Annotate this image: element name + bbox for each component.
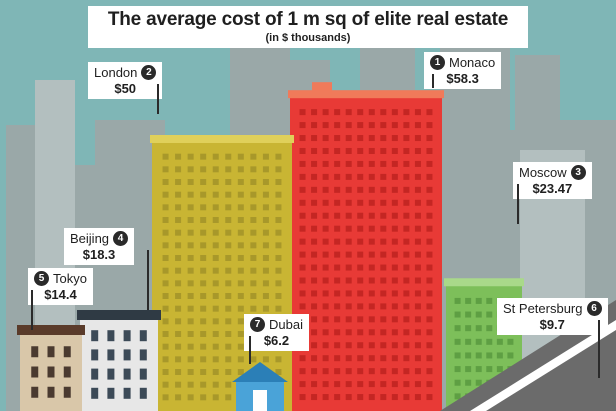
category-label: 5 Tokyo bbox=[34, 271, 87, 286]
rank-badge: 3 bbox=[570, 165, 586, 180]
city-name: Moscow bbox=[519, 165, 567, 180]
data-label: $58.3 bbox=[446, 71, 479, 86]
data-label: $14.4 bbox=[44, 287, 77, 302]
label-pole bbox=[157, 84, 159, 114]
label-pole bbox=[432, 74, 434, 88]
bar-london bbox=[150, 135, 294, 411]
city-name: Monaco bbox=[449, 55, 496, 70]
category-label: 1 Monaco bbox=[430, 55, 495, 70]
bar-monaco bbox=[288, 82, 444, 411]
data-label: $9.7 bbox=[539, 317, 565, 332]
chart-subtitle: (in $ thousands) bbox=[265, 32, 351, 44]
label-tokyo: 5 Tokyo $14.4 bbox=[28, 268, 93, 305]
data-label: $23.47 bbox=[532, 181, 573, 196]
chart-title: The average cost of 1 m sq of elite real… bbox=[107, 9, 509, 30]
city-name: Dubai bbox=[269, 317, 303, 332]
title-panel: The average cost of 1 m sq of elite real… bbox=[88, 6, 528, 48]
label-pole bbox=[147, 250, 149, 310]
label-beijing: Beijing 4 $18.3 bbox=[64, 228, 135, 265]
label-dubai: 7 Dubai $6.2 bbox=[244, 314, 309, 351]
data-label: $50 bbox=[114, 81, 137, 96]
rank-badge: 5 bbox=[34, 271, 49, 286]
rank-badge: 7 bbox=[250, 317, 265, 332]
bar-beijing bbox=[77, 310, 161, 411]
city-name: St Petersburg bbox=[503, 301, 583, 316]
label-moscow: Moscow 3 $23.47 bbox=[513, 162, 592, 199]
rank-badge: 2 bbox=[141, 65, 157, 80]
city-name: London bbox=[94, 65, 138, 80]
category-label: 7 Dubai bbox=[250, 317, 303, 332]
label-london: London 2 $50 bbox=[88, 62, 163, 99]
data-label: $6.2 bbox=[263, 333, 290, 348]
category-label: Moscow 3 bbox=[519, 165, 586, 180]
label-pole bbox=[249, 336, 251, 364]
city-name: Beijing bbox=[70, 231, 110, 246]
rank-badge: 6 bbox=[586, 301, 602, 316]
category-label: Beijing 4 bbox=[70, 231, 129, 246]
bar-dubai bbox=[232, 362, 288, 411]
category-label: London 2 bbox=[94, 65, 157, 80]
bar-tokyo bbox=[17, 325, 85, 411]
rank-badge: 1 bbox=[430, 55, 445, 70]
label-pole bbox=[517, 184, 519, 224]
data-label: $18.3 bbox=[82, 247, 116, 262]
city-name: Tokyo bbox=[53, 271, 87, 286]
label-monaco: 1 Monaco $58.3 bbox=[424, 52, 502, 89]
category-label: St Petersburg 6 bbox=[503, 301, 602, 316]
label-st-petersburg: St Petersburg 6 $9.7 bbox=[497, 298, 608, 335]
label-pole bbox=[31, 290, 33, 330]
rank-badge: 4 bbox=[113, 231, 129, 246]
label-pole bbox=[598, 320, 600, 378]
